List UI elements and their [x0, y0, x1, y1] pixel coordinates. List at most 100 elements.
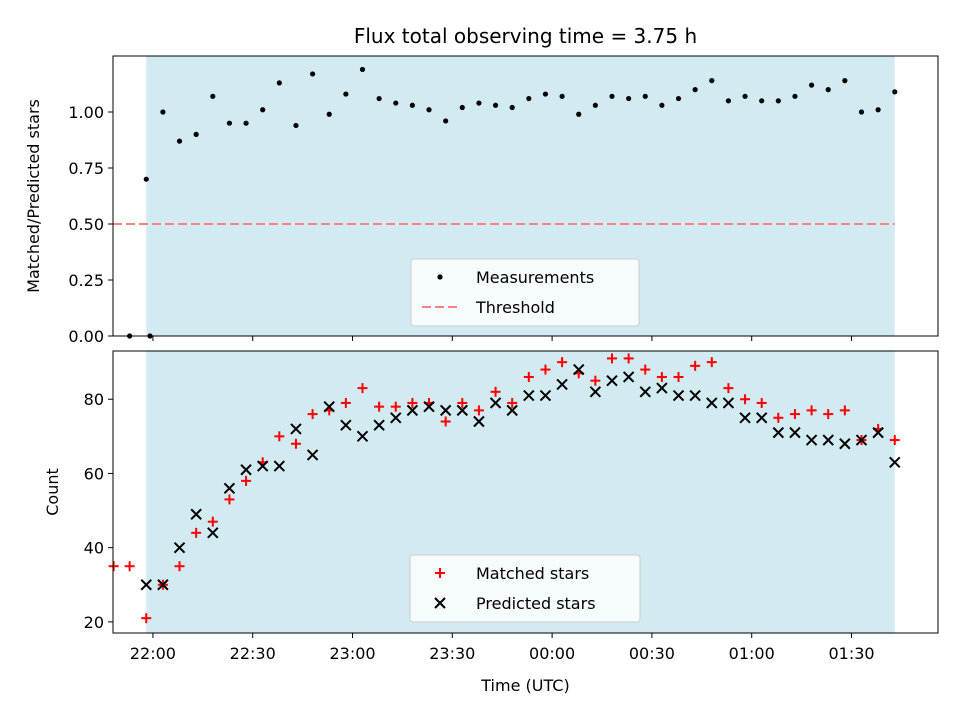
predicted-star-point — [672, 389, 685, 402]
chart-title: Flux total observing time = 3.75 h — [354, 24, 697, 48]
measurement-point — [326, 111, 332, 117]
predicted-star-points — [140, 363, 901, 591]
ratio-legend-box — [410, 258, 640, 327]
measurement-point — [609, 93, 615, 99]
predicted-star-point — [340, 419, 352, 431]
measurement-point — [559, 93, 565, 99]
matched-star-point — [274, 431, 285, 442]
matched-star-point — [457, 397, 468, 408]
measurement-point — [343, 91, 349, 97]
predicted-star-point — [207, 527, 219, 539]
matched-star-point — [740, 394, 751, 405]
x-tick-label: 22:30 — [230, 644, 276, 663]
matched-star-point — [623, 353, 634, 364]
matched-star-point — [124, 561, 135, 572]
measurement-point — [842, 78, 848, 84]
predicted-star-point — [489, 397, 502, 409]
measurement-point — [260, 107, 266, 113]
predicted-star-point — [772, 426, 785, 439]
matched-star-point — [108, 561, 119, 572]
predicted-star-point — [240, 464, 252, 476]
matched-star-point — [640, 364, 651, 375]
predicted-star-point — [506, 404, 518, 417]
matched-star-point — [141, 613, 152, 624]
measurement-point — [459, 104, 465, 111]
predicted-star-point — [822, 434, 834, 446]
matched-star-point — [224, 494, 235, 505]
count-y-ticks: 20 40 60 80 — [84, 390, 113, 632]
x-tick-label: 00:30 — [629, 644, 675, 663]
count-y-axis-label: Count — [43, 468, 62, 516]
measurement-point — [875, 107, 881, 113]
measurement-point — [576, 111, 582, 117]
matched-star-point — [290, 438, 301, 449]
ratio-x-ticks — [152, 336, 853, 341]
predicted-star-point — [273, 460, 286, 472]
count-axes-frame — [112, 350, 939, 634]
matched-star-point — [407, 397, 418, 408]
matched-star-point — [523, 371, 534, 382]
x-tick-label: 22:00 — [130, 644, 176, 663]
predicted-star-point — [556, 378, 568, 391]
predicted-star-point — [589, 386, 602, 398]
predicted-star-point — [456, 404, 469, 417]
predicted-star-point — [306, 449, 319, 461]
matched-star-point — [756, 397, 767, 408]
measurement-point — [243, 120, 249, 126]
predicted-star-point — [622, 371, 635, 383]
count-x-ticks: 22:00 22:30 23:00 23:30 00:00 00:30 01:00 01:30 — [130, 633, 875, 663]
matched-star-point — [590, 375, 601, 386]
y-tick-label: 20 — [84, 613, 104, 632]
predicted-star-point — [523, 389, 535, 402]
predicted-star-point — [157, 579, 169, 591]
legend-marker-measurements — [437, 274, 443, 280]
measurement-point — [226, 120, 233, 126]
matched-star-point — [823, 409, 834, 420]
measurement-point — [476, 100, 482, 106]
measurement-point — [293, 122, 299, 129]
predicted-star-point — [323, 400, 335, 413]
count-panel: 20 40 60 80 22:00 22:30 23:00 23:30 00:00 00:30 0… — [43, 350, 939, 695]
measurement-point — [642, 93, 648, 99]
matched-star-point — [656, 371, 667, 382]
measurement-point — [659, 102, 665, 108]
measurement-point — [492, 102, 499, 108]
measurement-point — [892, 89, 898, 95]
x-tick-label: 00:00 — [529, 644, 575, 663]
measurement-point — [426, 107, 432, 113]
measurement-point — [742, 93, 748, 99]
legend-label-predicted: Predicted stars — [476, 594, 596, 613]
predicted-star-point — [406, 404, 419, 417]
matched-star-point — [690, 360, 701, 371]
measurement-point — [160, 109, 166, 115]
y-tick-label: 0.00 — [68, 327, 104, 346]
matched-star-point — [789, 409, 800, 420]
measurement-point — [376, 95, 382, 102]
predicted-star-point — [439, 404, 452, 417]
predicted-star-point — [223, 482, 236, 494]
measurement-point — [825, 87, 831, 93]
measurement-point — [526, 95, 532, 102]
predicted-star-point — [256, 460, 269, 472]
predicted-star-point — [722, 397, 735, 409]
predicted-star-point — [356, 430, 369, 443]
predicted-star-point — [573, 363, 585, 376]
measurement-point — [675, 95, 682, 102]
measurement-point — [792, 93, 798, 99]
matched-star-point — [490, 386, 501, 397]
predicted-star-point — [872, 426, 884, 439]
predicted-star-point — [689, 389, 701, 402]
predicted-star-point — [805, 434, 818, 446]
predicted-star-point — [739, 412, 751, 424]
measurement-point — [626, 95, 632, 102]
matched-star-point — [806, 405, 817, 416]
predicted-star-point — [656, 382, 668, 394]
measurement-point — [542, 91, 549, 97]
matched-star-point — [839, 405, 850, 416]
predicted-star-point — [889, 456, 901, 469]
x-tick-label: 23:00 — [329, 644, 375, 663]
matched-star-point — [706, 357, 717, 368]
legend-label-measurements: Measurements — [476, 268, 594, 287]
measurement-point — [858, 109, 865, 115]
predicted-star-point — [855, 434, 868, 446]
